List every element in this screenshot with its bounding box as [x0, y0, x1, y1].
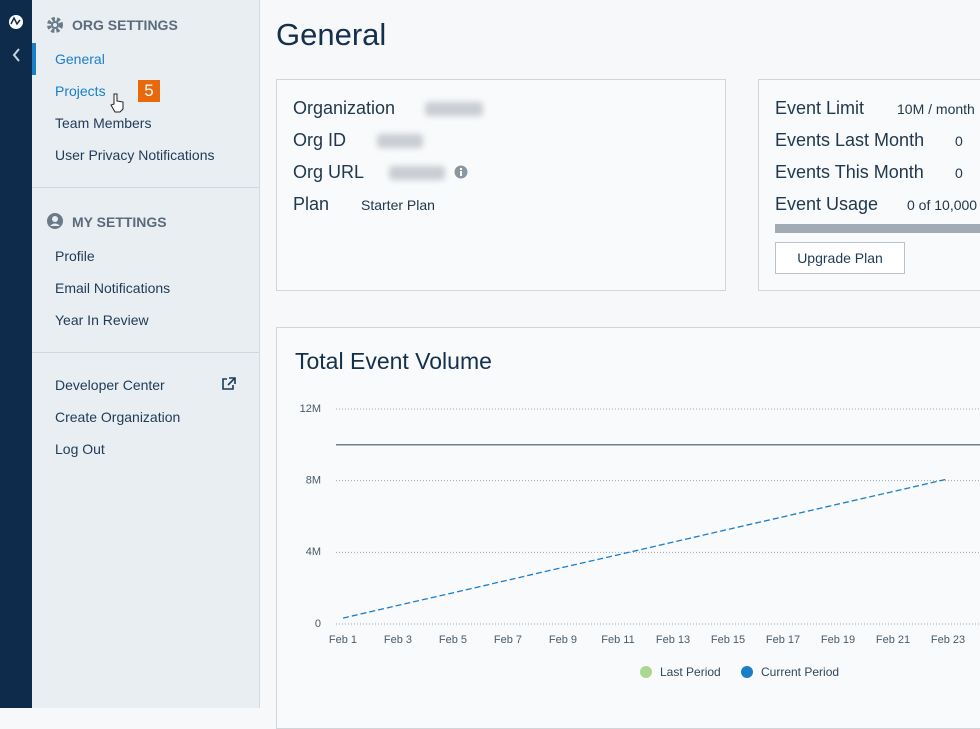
y-tick-label: 4M [306, 546, 321, 558]
x-tick-label: Feb 17 [766, 634, 800, 646]
field-label: Organization [293, 98, 396, 118]
external-link-icon [222, 377, 236, 390]
field-label: Event Usage [775, 194, 879, 214]
x-tick-label: Feb 11 [601, 634, 634, 646]
sidebar: ORG SETTINGS General Projects 5 Team Mem… [32, 0, 260, 708]
active-indicator [32, 43, 36, 75]
upgrade-button[interactable]: Upgrade Plan [775, 242, 905, 274]
x-tick-label: Feb 3 [384, 634, 412, 646]
divider [32, 187, 259, 188]
legend-label: Last Period [660, 665, 721, 679]
nav-item[interactable]: Team Members [55, 115, 152, 131]
chart-title: Total Event Volume [295, 348, 492, 374]
x-tick-label: Feb 7 [494, 634, 522, 646]
legend-swatch [741, 666, 753, 678]
field-value: 0 [955, 165, 963, 181]
nav-item[interactable]: Year In Review [55, 312, 149, 328]
x-tick-label: Feb 19 [821, 634, 855, 646]
field-label: Org ID [293, 130, 347, 150]
field-label: Events This Month [775, 162, 924, 182]
field-value: 0 [955, 133, 963, 149]
nav-item[interactable]: User Privacy Notifications [55, 147, 215, 163]
nav-item[interactable]: Developer Center [55, 377, 165, 393]
x-tick-label: Feb 15 [711, 634, 745, 646]
rail-icons [9, 15, 23, 62]
legend-swatch [640, 666, 652, 678]
divider [32, 352, 259, 353]
field-value: Starter Plan [361, 197, 435, 213]
x-tick-label: Feb 9 [549, 634, 577, 646]
x-tick-label: Feb 1 [329, 634, 357, 646]
redacted [377, 134, 423, 148]
nav-item[interactable]: Profile [55, 248, 95, 264]
x-tick-label: Feb 21 [876, 634, 910, 646]
y-tick-label: 8M [306, 475, 321, 487]
badge: 5 [138, 80, 160, 102]
field-label: Plan [293, 194, 330, 214]
cursor [110, 93, 124, 113]
series-line [342, 478, 949, 619]
nav-item[interactable]: Email Notifications [55, 280, 171, 296]
nav-item[interactable]: Create Organization [55, 409, 181, 425]
y-tick-label: 0 [315, 618, 321, 630]
redacted [389, 166, 445, 180]
info-icon[interactable] [454, 165, 468, 179]
x-tick-label: Feb 23 [931, 634, 965, 646]
gear-icon [47, 17, 63, 33]
nav-item[interactable]: Log Out [55, 441, 105, 457]
redacted [425, 102, 483, 116]
org-card: Organization Org ID Org URL Plan Starter… [276, 79, 726, 291]
chart: Total Event Volume 0 4M 8M 12M Feb 1 Feb 3 Feb… [295, 348, 980, 679]
legend-label: Current Period [761, 665, 839, 679]
usage-bar [775, 224, 980, 233]
field-label: Org URL [293, 162, 365, 182]
field-label: Events Last Month [775, 130, 925, 150]
section-heading: ORG SETTINGS [72, 17, 178, 33]
nav-rail [0, 0, 32, 708]
usage-card: Event Limit 10M / month Events Last Mont… [758, 79, 980, 291]
collapse-button[interactable] [12, 48, 20, 62]
nav-item[interactable]: General [55, 51, 105, 67]
x-tick-label: Feb 13 [656, 634, 690, 646]
x-tick-label: Feb 5 [439, 634, 467, 646]
field-value: 10M / month [897, 101, 975, 117]
section-heading: MY SETTINGS [72, 214, 167, 230]
user-icon [47, 213, 63, 229]
field-label: Event Limit [775, 98, 865, 118]
field-value: 0 of 10,000 [907, 197, 978, 213]
page-title: General [276, 17, 387, 52]
y-tick-label: 12M [300, 403, 321, 415]
nav-item[interactable]: Projects [55, 83, 106, 99]
